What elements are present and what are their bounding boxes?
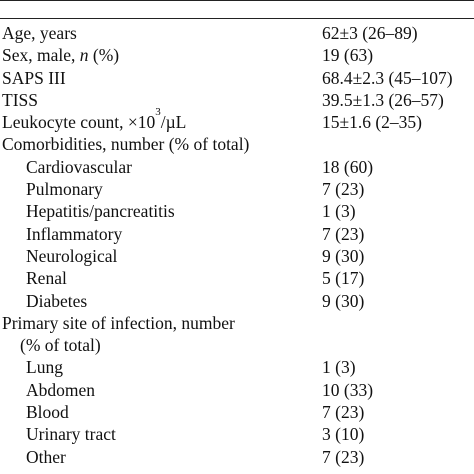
row-label: Diabetes: [26, 290, 88, 311]
row-label: Renal: [26, 268, 67, 289]
row-value: 39.5±1.3 (26–57): [322, 89, 444, 110]
row-value: 15±1.6 (2–35): [322, 112, 423, 133]
row-value: 19 (63): [322, 45, 374, 66]
table-row-age: Age, years 62±3 (26–89): [0, 22, 474, 44]
row-label: Inflammatory: [26, 223, 123, 244]
table-row: Blood 7 (23): [0, 401, 474, 423]
patient-characteristics-table: Age, years 62±3 (26–89) Sex, male, n (%)…: [0, 22, 474, 468]
row-label: Other: [26, 446, 66, 467]
table-header-rule: [0, 18, 474, 19]
row-value: 7 (23): [322, 446, 365, 467]
row-label: Hepatitis/pancreatitis: [26, 201, 175, 222]
row-value: 9 (30): [322, 290, 365, 311]
table-row-sex: Sex, male, n (%) 19 (63): [0, 44, 474, 66]
table-row-leukocyte: Leukocyte count, ×103/µL 15±1.6 (2–35): [0, 106, 474, 133]
table-row: Renal 5 (17): [0, 267, 474, 289]
row-label: SAPS III: [2, 67, 66, 88]
table-row: Cardiovascular 18 (60): [0, 156, 474, 178]
table-row: Urinary tract 3 (10): [0, 423, 474, 445]
row-value: 62±3 (26–89): [322, 23, 418, 43]
section-label: Primary site of infection, number: [2, 312, 235, 333]
row-label: TISS: [2, 89, 38, 110]
row-value: 7 (23): [322, 223, 365, 244]
section-label: Comorbidities, number (% of total): [2, 134, 250, 155]
row-value: 5 (17): [322, 268, 365, 289]
row-value: 1 (3): [322, 357, 356, 378]
row-label: Cardiovascular: [26, 156, 132, 177]
table-top-rule: [0, 0, 474, 4]
row-label: Pulmonary: [26, 179, 103, 200]
table-row: Inflammatory 7 (23): [0, 223, 474, 245]
table-row: Pulmonary 7 (23): [0, 178, 474, 200]
table-section-infection-site: Primary site of infection, number: [0, 312, 474, 334]
row-label: Abdomen: [26, 379, 96, 400]
table-row: Other 7 (23): [0, 446, 474, 468]
row-value: 7 (23): [322, 402, 365, 423]
row-value: 7 (23): [322, 179, 365, 200]
section-label: (% of total): [20, 335, 101, 356]
row-value: 1 (3): [322, 201, 356, 222]
table-row-tiss: TISS 39.5±1.3 (26–57): [0, 89, 474, 111]
table-row: Lung 1 (3): [0, 356, 474, 378]
row-label: Age, years: [2, 23, 77, 43]
table-section-comorbidities: Comorbidities, number (% of total): [0, 133, 474, 155]
row-label: Sex, male, n (%): [2, 45, 120, 66]
row-label: Leukocyte count, ×103/µL: [2, 106, 187, 133]
row-label: Urinary tract: [26, 424, 116, 445]
table-row-saps: SAPS III 68.4±2.3 (45–107): [0, 67, 474, 89]
row-value: 18 (60): [322, 156, 374, 177]
row-value: 68.4±2.3 (45–107): [322, 67, 453, 88]
table-section-infection-site-continued: (% of total): [0, 334, 474, 356]
table-row: Diabetes 9 (30): [0, 290, 474, 312]
row-value: 10 (33): [322, 379, 374, 400]
row-label: Lung: [26, 357, 63, 378]
table-row: Neurological 9 (30): [0, 245, 474, 267]
row-value: 3 (10): [322, 424, 365, 445]
row-label: Blood: [26, 402, 69, 423]
table-row: Abdomen 10 (33): [0, 379, 474, 401]
table-row: Hepatitis/pancreatitis 1 (3): [0, 200, 474, 222]
row-label: Neurological: [26, 245, 118, 266]
row-value: 9 (30): [322, 245, 365, 266]
